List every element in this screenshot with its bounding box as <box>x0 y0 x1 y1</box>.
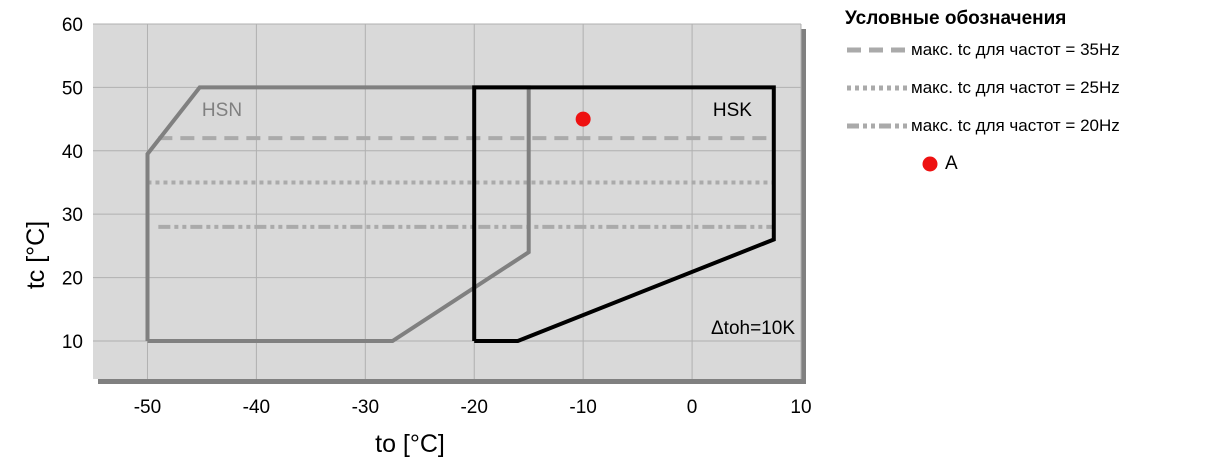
legend-label: макс. tc для частот = 20Hz <box>911 116 1120 135</box>
x-tick-label: -20 <box>460 397 487 418</box>
x-axis-title: to [°C] <box>375 430 445 458</box>
points <box>575 111 591 127</box>
x-tick-label: 10 <box>790 397 811 418</box>
envelope-label-hsk: HSK <box>713 100 752 121</box>
x-tick-label: 0 <box>687 397 698 418</box>
x-tick-labels: -50 -40 -30 -20 -10 0 10 <box>134 397 812 418</box>
y-tick-label: 10 <box>62 332 83 353</box>
legend-label: макс. tc для частот = 35Hz <box>911 40 1120 59</box>
chart: 10 20 30 40 50 60 -50 -40 -30 -20 -10 0 10 HSN HSK Δ… <box>22 15 812 458</box>
legend-swatch <box>847 123 907 129</box>
annotation: Δtoh=10K <box>711 318 795 339</box>
frequency-limit-lines <box>147 136 774 229</box>
y-tick-label: 20 <box>62 269 83 290</box>
x-tick-label: -50 <box>134 397 161 418</box>
x-tick-label: -30 <box>352 397 379 418</box>
legend-item: макс. tc для частот = 25Hz <box>845 76 1205 100</box>
legend: Условные обозначения макс. tc для частот… <box>845 8 1205 190</box>
envelopes: HSN HSK <box>145 85 776 343</box>
legend-item: макс. tc для частот = 20Hz <box>845 114 1205 138</box>
legend-items: макс. tc для частот = 35Hz макс. tc для ч… <box>845 38 1205 176</box>
legend-point-swatch <box>922 156 938 172</box>
legend-label: макс. tc для частот = 25Hz <box>911 78 1120 97</box>
y-tick-labels: 10 20 30 40 50 60 <box>62 15 83 353</box>
plot-background <box>93 24 801 379</box>
envelope-label-hsn: HSN <box>202 100 242 121</box>
legend-item-point: A <box>845 152 1205 176</box>
point-a <box>575 111 591 127</box>
y-tick-label: 30 <box>62 205 83 226</box>
legend-swatch <box>847 47 907 53</box>
y-axis-title: tc [°C] <box>22 221 50 289</box>
legend-point-label: A <box>945 153 958 174</box>
y-tick-label: 60 <box>62 15 83 36</box>
y-tick-label: 50 <box>62 78 83 99</box>
y-tick-label: 40 <box>62 142 83 163</box>
envelope-hsk <box>472 85 776 343</box>
legend-title: Условные обозначения <box>845 8 1067 29</box>
x-tick-label: -40 <box>243 397 270 418</box>
x-tick-label: -10 <box>569 397 596 418</box>
legend-swatch <box>847 85 907 91</box>
legend-item: макс. tc для частот = 35Hz <box>845 38 1205 62</box>
